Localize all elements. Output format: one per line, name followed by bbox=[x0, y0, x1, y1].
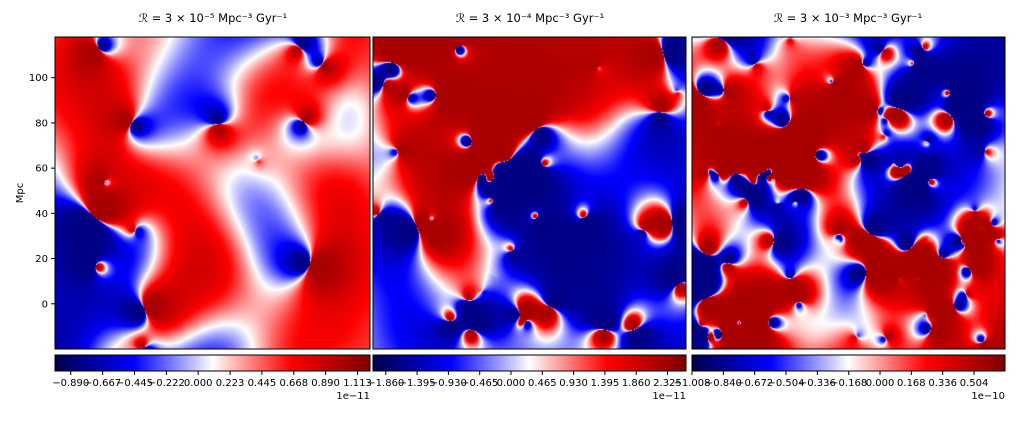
y-tick-label: 0 bbox=[42, 299, 48, 310]
panel-3-heatmap bbox=[692, 37, 1005, 349]
panel-3-frame bbox=[691, 36, 1006, 350]
panel-2-heatmap bbox=[373, 37, 686, 349]
y-tick-label: 40 bbox=[35, 209, 48, 220]
colorbar-tick-label: −0.672 bbox=[736, 378, 773, 389]
panel-3-colorbar-offset: 1e−10 bbox=[971, 391, 1005, 402]
colorbar-tick-label: −0.168 bbox=[830, 378, 867, 389]
colorbar-tick-label: −0.890 bbox=[52, 378, 89, 389]
panel-3-colorbar-gradient bbox=[692, 355, 1005, 371]
panel-1-frame bbox=[54, 36, 371, 350]
panel-1-colorbar-frame bbox=[54, 354, 371, 372]
panel-1-y-axis: 0 20 40 60 80 100 bbox=[29, 73, 55, 310]
panel-2-colorbar-frame bbox=[372, 354, 687, 372]
colorbar-tick-label: 0.445 bbox=[248, 378, 277, 389]
panel-1-heatmap bbox=[55, 37, 370, 349]
panel-1-title: ℛ = 3 × 10⁻⁵ Mpc⁻³ Gyr⁻¹ bbox=[139, 11, 287, 25]
colorbar-tick-label: 0.465 bbox=[528, 378, 557, 389]
colorbar-tick-label: −0.840 bbox=[705, 378, 742, 389]
y-tick-label: 20 bbox=[35, 254, 48, 265]
colorbar-tick-label: 1.860 bbox=[622, 378, 651, 389]
panel-2-colorbar-gradient bbox=[373, 355, 686, 371]
y-tick-label: 100 bbox=[29, 73, 48, 84]
panel-1: ℛ = 3 × 10⁻⁵ Mpc⁻³ Gyr⁻¹ 0 20 40 60 80 100 Mp… bbox=[15, 11, 372, 402]
panel-1-colorbar-gradient bbox=[55, 355, 370, 371]
colorbar-tick-label: 0.000 bbox=[184, 378, 213, 389]
colorbar-tick-label: 0.890 bbox=[311, 378, 340, 389]
y-tick-label: 80 bbox=[35, 118, 48, 129]
colorbar-tick-label: −0.465 bbox=[461, 378, 498, 389]
colorbar-tick-label: −0.667 bbox=[84, 378, 121, 389]
colorbar-tick-label: 0.668 bbox=[280, 378, 309, 389]
colorbar-tick-label: 0.930 bbox=[559, 378, 588, 389]
colorbar-tick-label: −0.222 bbox=[148, 378, 185, 389]
colorbar-tick-label: −0.930 bbox=[430, 378, 467, 389]
panel-3-colorbar-ticks: −1.008−0.840−0.672−0.504−0.336−0.1680.00… bbox=[673, 371, 988, 389]
colorbar-tick-label: 1.113 bbox=[343, 378, 372, 389]
panel-2: ℛ = 3 × 10⁻⁴ Mpc⁻³ Gyr⁻¹ −1.860−1.395−0.… bbox=[367, 11, 687, 402]
y-tick-label: 60 bbox=[35, 164, 48, 175]
colorbar-tick-label: 0.000 bbox=[866, 378, 895, 389]
colorbar-tick-label: 0.000 bbox=[497, 378, 526, 389]
panel-2-frame bbox=[372, 36, 687, 350]
colorbar-tick-label: 0.504 bbox=[960, 378, 989, 389]
colorbar-tick-label: 0.336 bbox=[928, 378, 957, 389]
colorbar-tick-label: 2.325 bbox=[653, 378, 682, 389]
colorbar-tick-label: −1.008 bbox=[673, 378, 710, 389]
panel-1-colorbar-offset: 1e−11 bbox=[336, 391, 370, 402]
colorbar-tick-label: −1.860 bbox=[367, 378, 404, 389]
panel-1-y-label: Mpc bbox=[15, 183, 26, 203]
panel-2-title: ℛ = 3 × 10⁻⁴ Mpc⁻³ Gyr⁻¹ bbox=[456, 11, 604, 25]
colorbar-tick-label: 0.223 bbox=[216, 378, 245, 389]
colorbar-tick-label: 1.395 bbox=[591, 378, 620, 389]
colorbar-tick-label: −1.395 bbox=[399, 378, 436, 389]
colorbar-tick-label: −0.445 bbox=[116, 378, 153, 389]
panel-3: ℛ = 3 × 10⁻³ Mpc⁻³ Gyr⁻¹ −1.008−0.840−0.… bbox=[673, 11, 1006, 402]
panel-3-title: ℛ = 3 × 10⁻³ Mpc⁻³ Gyr⁻¹ bbox=[774, 11, 922, 25]
panel-2-colorbar-offset: 1e−11 bbox=[652, 391, 686, 402]
colorbar-tick-label: −0.336 bbox=[799, 378, 836, 389]
colorbar-tick-label: −0.504 bbox=[768, 378, 805, 389]
colorbar-tick-label: 0.168 bbox=[897, 378, 926, 389]
